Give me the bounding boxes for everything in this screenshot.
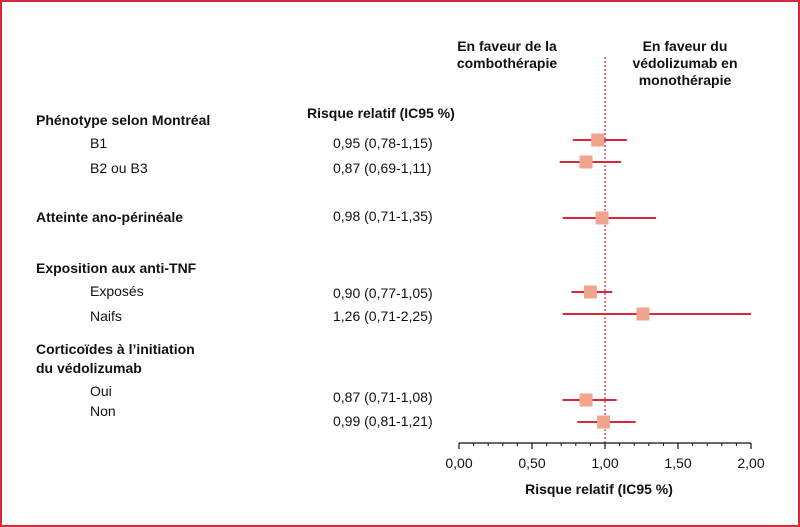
- category-corticosteroids: Corticoïdes à l’initiation du védolizuma…: [36, 340, 195, 378]
- header-left-line-2: combothérapie: [456, 55, 558, 71]
- point-estimate-6: [597, 415, 611, 429]
- row-label-yes: Oui: [90, 383, 112, 399]
- category-anoperineal: Atteinte ano-périnéale: [36, 209, 184, 225]
- rr-value-naive: 1,26 (0,71-2,25): [333, 308, 433, 324]
- point-estimate-4: [636, 307, 650, 321]
- category-corticosteroids-line-2: du védolizumab: [36, 360, 142, 376]
- rr-value-exposed: 0,90 (0,77-1,05): [333, 285, 433, 301]
- x-tick-label-2: 1,00: [591, 455, 618, 471]
- row-label-no: Non: [90, 403, 116, 419]
- rr-column-header: Risque relatif (IC95 %): [307, 105, 455, 121]
- x-tick-label-0: 0,00: [445, 455, 472, 471]
- x-tick-label-3: 1,50: [664, 455, 691, 471]
- rr-value-yes: 0,87 (0,71-1,08): [333, 389, 433, 405]
- rr-value-no: 0,99 (0,81-1,21): [333, 413, 433, 429]
- rr-value-b2-b3: 0,87 (0,69-1,11): [333, 160, 432, 176]
- header-favors-combotherapy: En faveur de la combothérapie: [442, 38, 572, 72]
- row-label-b2-b3: B2 ou B3: [90, 160, 148, 176]
- point-estimate-5: [579, 393, 593, 407]
- header-left-line-1: En faveur de la: [457, 38, 557, 54]
- header-right-line-1: En faveur du: [642, 38, 728, 54]
- rr-value-b1: 0,95 (0,78-1,15): [333, 135, 433, 151]
- category-montreal-phenotype: Phénotype selon Montréal: [36, 112, 211, 128]
- header-right-line-2: védolizumab en: [632, 55, 738, 71]
- point-estimate-1: [579, 155, 593, 169]
- row-label-b1: B1: [90, 135, 108, 151]
- point-estimate-3: [583, 285, 597, 299]
- point-estimate-2: [595, 211, 609, 225]
- category-anti-tnf-exposure: Exposition aux anti-TNF: [36, 260, 197, 276]
- rr-value-anoperineal: 0,98 (0,71-1,35): [333, 208, 433, 224]
- point-estimate-0: [591, 133, 605, 147]
- x-tick-label-4: 2,00: [737, 455, 764, 471]
- x-tick-label-1: 0,50: [518, 455, 545, 471]
- category-corticosteroids-line-1: Corticoïdes à l’initiation: [36, 341, 195, 357]
- row-label-naive: Naifs: [90, 308, 122, 324]
- x-axis-title: Risque relatif (IC95 %): [525, 481, 673, 497]
- header-right-line-3: monothérapie: [638, 72, 732, 88]
- header-favors-monotherapy: En faveur du védolizumab en monothérapie: [614, 38, 756, 89]
- row-label-exposed: Exposés: [90, 283, 144, 299]
